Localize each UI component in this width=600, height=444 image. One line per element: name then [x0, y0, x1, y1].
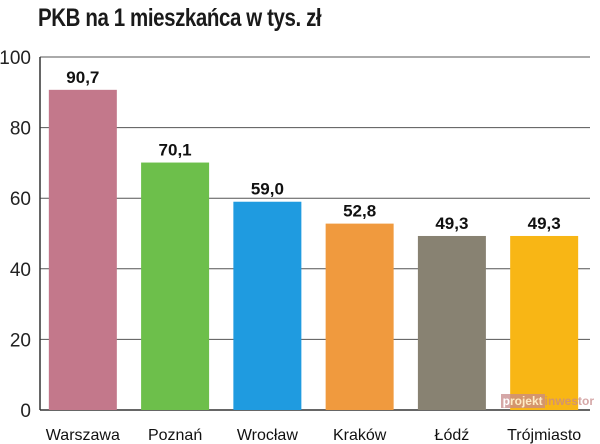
bar-0: [48, 89, 117, 410]
y-tick-label: 80: [10, 119, 31, 140]
chart-title: PKB na 1 mieszkańca w tys. zł: [38, 4, 322, 32]
label-layer: 0 20 40 60 80 100 90,7 Warszawa 70,1 Poznań 59,0 Wr…: [0, 48, 581, 444]
category-label: Warszawa: [46, 427, 120, 444]
y-tick-label: 20: [10, 330, 31, 351]
bar-5: [510, 235, 579, 410]
y-tick-label: 0: [20, 401, 31, 422]
value-label: 59,0: [251, 180, 284, 199]
category-label: Kraków: [333, 427, 387, 444]
y-tick-label: 60: [10, 189, 31, 210]
bar-3: [325, 223, 394, 410]
bar-2: [233, 201, 302, 410]
category-label: Wrocław: [237, 427, 298, 444]
value-label: 90,7: [66, 68, 99, 87]
bar-4: [417, 235, 486, 410]
bar-layer: [48, 89, 579, 410]
value-label: 52,8: [343, 202, 376, 221]
category-label: Poznań: [148, 427, 202, 444]
y-tick-label: 40: [10, 260, 31, 281]
value-label: 49,3: [435, 214, 468, 233]
category-label: Łódź: [435, 427, 470, 444]
watermark-part1: projekt: [500, 394, 545, 408]
grid-layer: [39, 56, 590, 411]
watermark-part2: inwestor: [544, 394, 594, 408]
value-label: 70,1: [159, 141, 192, 160]
watermark: projekt inwestor: [500, 394, 594, 408]
value-label: 49,3: [528, 214, 561, 233]
bar-1: [141, 162, 210, 410]
category-label: Trójmiasto: [507, 427, 581, 444]
y-tick-label: 100: [0, 48, 31, 69]
